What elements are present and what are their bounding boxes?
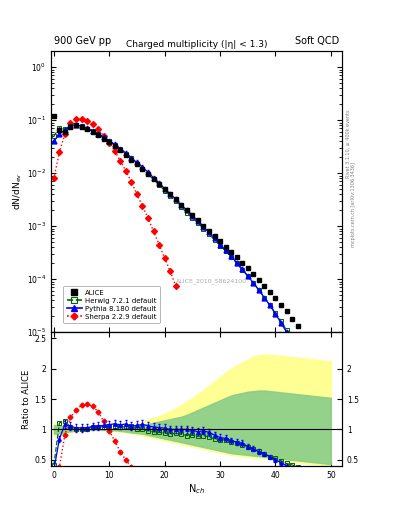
Text: mcplots.cern.ch [arXiv:1306.3436]: mcplots.cern.ch [arXiv:1306.3436]	[351, 162, 356, 247]
Text: 900 GeV pp: 900 GeV pp	[54, 35, 111, 46]
Text: Rivet 3.1.10, ≥ 400k events: Rivet 3.1.10, ≥ 400k events	[345, 109, 350, 178]
Text: ALICE_2010_S8624100: ALICE_2010_S8624100	[176, 279, 246, 284]
X-axis label: N$_{ch}$: N$_{ch}$	[188, 482, 205, 496]
Legend: ALICE, Herwig 7.2.1 default, Pythia 8.180 default, Sherpa 2.2.9 default: ALICE, Herwig 7.2.1 default, Pythia 8.18…	[63, 286, 160, 323]
Text: Soft QCD: Soft QCD	[295, 35, 339, 46]
Y-axis label: dN/dN$_{\mathsf{ev}}$: dN/dN$_{\mathsf{ev}}$	[12, 173, 24, 210]
Y-axis label: Ratio to ALICE: Ratio to ALICE	[22, 369, 31, 429]
Title: Charged multiplicity (|η| < 1.3): Charged multiplicity (|η| < 1.3)	[126, 40, 267, 49]
